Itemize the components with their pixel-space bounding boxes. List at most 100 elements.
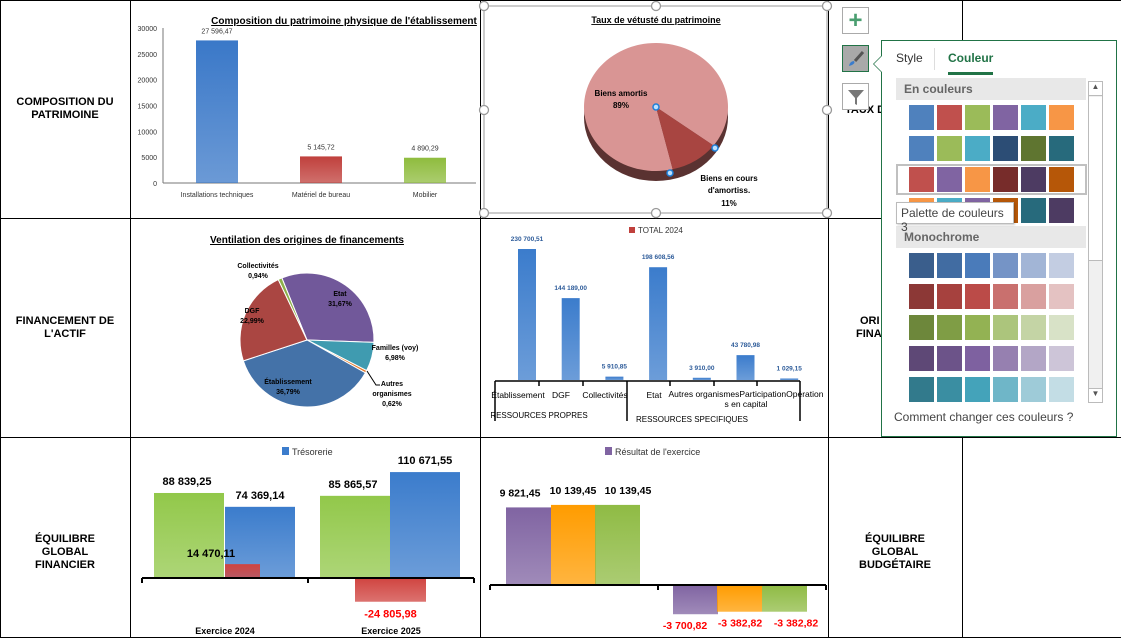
slice-name: Etat xyxy=(333,291,347,298)
color-swatch[interactable] xyxy=(1021,198,1046,223)
mono-swatch[interactable] xyxy=(1049,377,1074,402)
color-swatch[interactable] xyxy=(1021,136,1046,161)
category-label: DGF xyxy=(552,390,570,400)
mono-swatch[interactable] xyxy=(965,377,990,402)
color-swatch[interactable] xyxy=(965,167,990,192)
scroll-thumb[interactable] xyxy=(1089,97,1102,261)
grid-line xyxy=(0,0,1121,1)
mono-swatch[interactable] xyxy=(909,284,934,309)
data-label: 27 596,47 xyxy=(201,28,232,35)
color-swatch[interactable] xyxy=(909,105,934,130)
leader-line xyxy=(366,370,380,386)
chart-title: Composition du patrimoine physique de l'… xyxy=(211,16,477,27)
bar xyxy=(605,376,624,380)
chart-elements-button[interactable]: + xyxy=(842,7,869,34)
bar xyxy=(154,492,224,578)
chart-styles-button[interactable] xyxy=(842,45,869,72)
legend-label: TOTAL 2024 xyxy=(638,226,683,235)
mono-swatch[interactable] xyxy=(993,253,1018,278)
data-label: 230 700,51 xyxy=(511,236,544,243)
bar xyxy=(225,564,260,578)
mono-swatch[interactable] xyxy=(909,377,934,402)
bar xyxy=(390,472,460,578)
resize-handle xyxy=(821,0,833,12)
slice-value: 6,98% xyxy=(385,355,406,362)
mono-swatch[interactable] xyxy=(1021,315,1046,340)
scroll-down-arrow-icon[interactable]: ▼ xyxy=(1089,388,1102,402)
mono-swatch[interactable] xyxy=(1049,346,1074,371)
color-swatch[interactable] xyxy=(909,167,934,192)
color-swatch[interactable] xyxy=(909,136,934,161)
color-swatch[interactable] xyxy=(937,105,962,130)
data-label: 110 671,55 xyxy=(398,455,452,467)
color-swatch[interactable] xyxy=(1021,167,1046,192)
color-swatch[interactable] xyxy=(965,105,990,130)
color-swatch[interactable] xyxy=(1049,167,1074,192)
mono-swatch[interactable] xyxy=(909,346,934,371)
mono-swatch[interactable] xyxy=(937,346,962,371)
mono-swatch[interactable] xyxy=(909,253,934,278)
mono-swatch[interactable] xyxy=(1021,253,1046,278)
mono-swatch[interactable] xyxy=(965,284,990,309)
y-tick-label: 10000 xyxy=(138,129,158,136)
mono-swatch[interactable] xyxy=(1021,284,1046,309)
point-handle xyxy=(711,144,719,152)
y-tick-label: 15000 xyxy=(138,104,158,111)
mono-swatch[interactable] xyxy=(1049,284,1074,309)
mono-swatch[interactable] xyxy=(937,253,962,278)
color-swatch[interactable] xyxy=(965,136,990,161)
data-label: 10 139,45 xyxy=(605,485,652,497)
mono-swatch[interactable] xyxy=(937,377,962,402)
mono-swatch[interactable] xyxy=(1021,346,1046,371)
y-tick-label: 20000 xyxy=(138,78,158,85)
data-label: 5 145,72 xyxy=(307,144,334,151)
palette-hover-highlight xyxy=(896,164,1087,195)
color-swatch[interactable] xyxy=(993,167,1018,192)
y-tick-label: 30000 xyxy=(138,26,158,33)
mono-swatch[interactable] xyxy=(965,346,990,371)
scrollbar[interactable]: ▲ ▼ xyxy=(1088,81,1103,403)
grid-line xyxy=(0,218,881,219)
point-handle xyxy=(652,103,660,111)
mono-swatch[interactable] xyxy=(1021,377,1046,402)
data-label: 74 369,14 xyxy=(236,490,286,502)
color-swatch[interactable] xyxy=(1049,105,1074,130)
slice-value: 11% xyxy=(721,199,737,208)
mono-swatch[interactable] xyxy=(993,284,1018,309)
mono-swatch[interactable] xyxy=(937,284,962,309)
active-tab-underline xyxy=(948,72,993,75)
data-label: 5 910,85 xyxy=(602,364,628,371)
chart-title: Ventilation des origines de financements xyxy=(210,235,404,246)
tab-couleur[interactable]: Couleur xyxy=(948,51,994,65)
tab-style[interactable]: Style xyxy=(896,51,923,65)
chart-filters-button[interactable] xyxy=(842,83,869,110)
mono-swatch[interactable] xyxy=(965,253,990,278)
mono-swatch[interactable] xyxy=(993,315,1018,340)
mono-swatch[interactable] xyxy=(993,377,1018,402)
data-label: 85 865,57 xyxy=(329,479,378,491)
pie-slice xyxy=(656,107,714,170)
legend-marker xyxy=(629,227,635,233)
mono-swatch[interactable] xyxy=(1049,315,1074,340)
bar xyxy=(673,585,718,615)
color-swatch[interactable] xyxy=(1021,105,1046,130)
color-swatch[interactable] xyxy=(937,136,962,161)
mono-swatch[interactable] xyxy=(965,315,990,340)
tab-divider xyxy=(934,48,935,70)
color-swatch[interactable] xyxy=(993,105,1018,130)
help-link[interactable]: Comment changer ces couleurs ? xyxy=(894,410,1074,424)
color-swatch[interactable] xyxy=(1049,198,1074,223)
color-swatch[interactable] xyxy=(993,136,1018,161)
color-swatch[interactable] xyxy=(937,167,962,192)
scroll-up-arrow-icon[interactable]: ▲ xyxy=(1089,82,1102,96)
mono-swatch[interactable] xyxy=(1049,253,1074,278)
bar xyxy=(736,355,755,380)
row-label-financement: FINANCEMENT DE L'ACTIF xyxy=(15,315,115,340)
mono-swatch[interactable] xyxy=(937,315,962,340)
mono-swatch[interactable] xyxy=(909,315,934,340)
point-handle xyxy=(666,169,674,177)
category-label: Matériel de bureau xyxy=(292,192,350,199)
slice-name: Biens amortis xyxy=(595,89,648,98)
mono-swatch[interactable] xyxy=(993,346,1018,371)
color-swatch[interactable] xyxy=(1049,136,1074,161)
